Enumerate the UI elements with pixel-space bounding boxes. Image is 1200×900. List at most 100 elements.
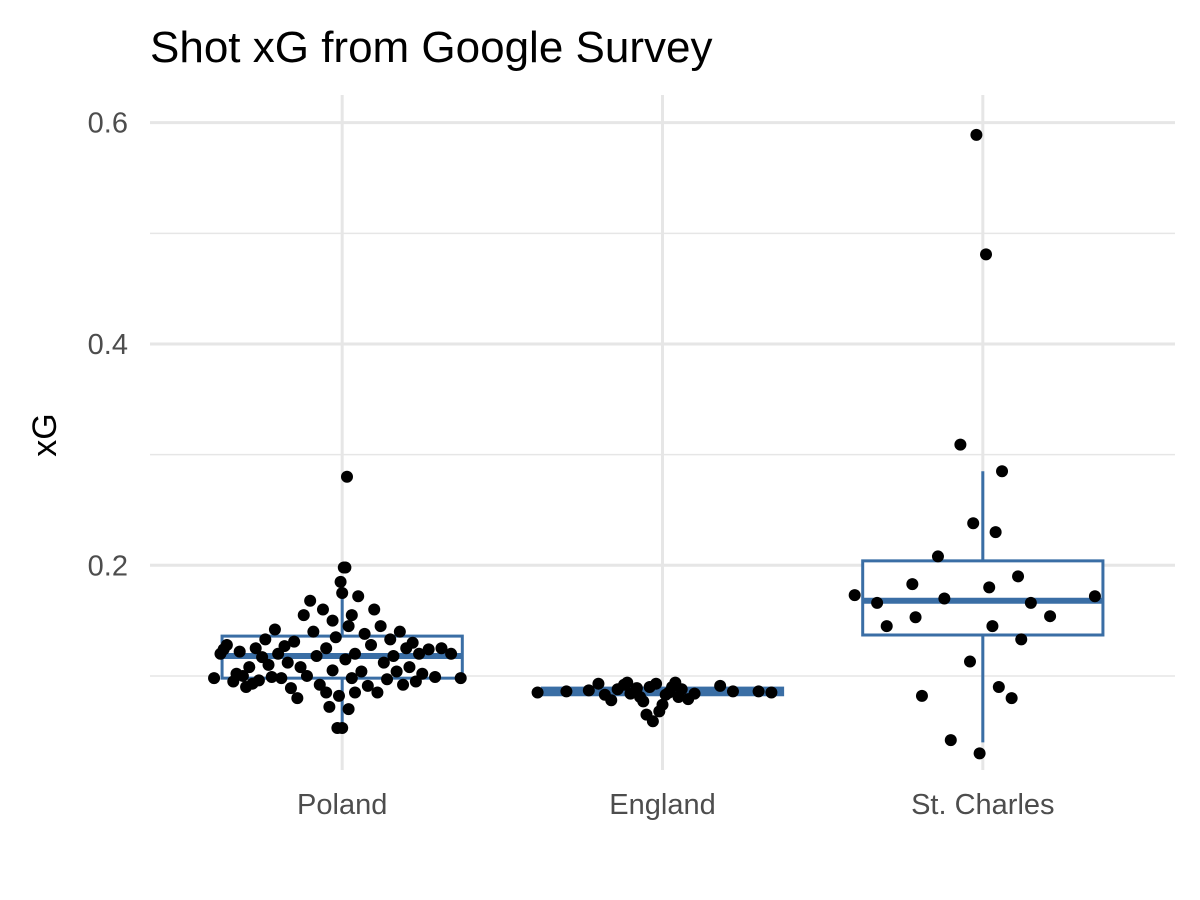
data-point [291, 692, 304, 705]
data-point [265, 671, 278, 684]
data-point [397, 678, 410, 691]
data-point [752, 685, 765, 698]
data-point [880, 620, 893, 633]
data-point [675, 683, 688, 696]
data-point [320, 686, 333, 699]
data-point [307, 625, 320, 638]
x-tick-label: St. Charles [911, 789, 1054, 821]
data-point [275, 672, 288, 685]
data-point [336, 586, 349, 599]
data-point [384, 633, 397, 646]
x-tick-label: England [609, 789, 715, 821]
data-point [358, 627, 371, 640]
data-point [621, 676, 634, 689]
data-point [996, 465, 1009, 478]
data-point [714, 679, 727, 692]
box-st-charles [861, 471, 1105, 743]
data-point [262, 658, 275, 671]
data-point [278, 640, 291, 653]
data-point [983, 581, 996, 594]
y-tick-label: 0.4 [88, 329, 128, 361]
data-point [342, 703, 355, 716]
data-point [592, 677, 605, 690]
data-point [345, 672, 358, 685]
chart-title: Shot xG from Google Survey [150, 23, 712, 72]
data-point [454, 672, 467, 685]
data-point [967, 517, 980, 530]
data-point [249, 642, 262, 655]
data-point [964, 655, 976, 668]
data-point [992, 681, 1005, 694]
data-point [531, 686, 544, 699]
data-point [337, 561, 350, 574]
data-point [909, 611, 922, 624]
data-point [288, 635, 301, 648]
data-point [339, 653, 352, 666]
data-point [368, 603, 381, 616]
data-point [300, 669, 313, 682]
x-tick-labels: Poland England St. Charles [297, 789, 1055, 821]
data-point [765, 686, 778, 699]
y-tick-label: 0.2 [88, 550, 128, 582]
data-point [406, 636, 419, 649]
data-point [259, 633, 272, 646]
data-point [931, 550, 944, 563]
data-point [422, 643, 435, 656]
data-point [1088, 590, 1101, 603]
data-point [243, 661, 256, 674]
data-point [252, 674, 265, 687]
data-point [650, 677, 663, 690]
data-point [349, 647, 361, 660]
data-point [403, 661, 416, 674]
data-point [973, 747, 986, 760]
data-point [323, 700, 336, 713]
data-point [413, 647, 426, 660]
data-point [989, 526, 1002, 539]
grid-lines [150, 95, 1175, 770]
data-point [906, 578, 919, 591]
data-point [268, 623, 281, 636]
data-point [726, 685, 739, 698]
data-point [371, 686, 384, 699]
data-point [605, 694, 618, 707]
data-point [342, 620, 355, 633]
data-points [208, 128, 1101, 760]
data-point [208, 672, 221, 685]
data-point [582, 684, 595, 697]
data-point [1044, 610, 1057, 623]
y-tick-labels: 0.2 0.4 0.6 [88, 108, 128, 583]
data-point [374, 620, 387, 633]
data-point [332, 689, 345, 702]
data-point [387, 650, 400, 663]
data-point [352, 590, 365, 603]
data-point [284, 682, 297, 695]
data-point [986, 620, 999, 633]
data-point [688, 687, 701, 700]
data-point [316, 603, 329, 616]
data-point [294, 661, 307, 674]
data-point [377, 656, 390, 669]
data-point [871, 596, 884, 609]
data-point [560, 685, 573, 698]
data-point [381, 673, 394, 686]
data-point [416, 667, 429, 680]
data-point [220, 638, 233, 651]
data-point [236, 669, 249, 682]
data-point [915, 689, 928, 702]
data-point [435, 642, 448, 655]
data-point [944, 734, 957, 747]
data-point [1005, 692, 1018, 705]
data-point [656, 698, 669, 711]
data-point [326, 614, 339, 627]
data-point [355, 665, 368, 678]
data-point [304, 594, 317, 607]
data-point [390, 665, 403, 678]
y-axis-title: xG [26, 413, 64, 456]
data-point [345, 609, 358, 622]
data-point [340, 470, 353, 483]
data-point [329, 631, 342, 644]
data-point [970, 128, 983, 141]
data-point [365, 638, 378, 651]
data-point [1012, 570, 1025, 583]
